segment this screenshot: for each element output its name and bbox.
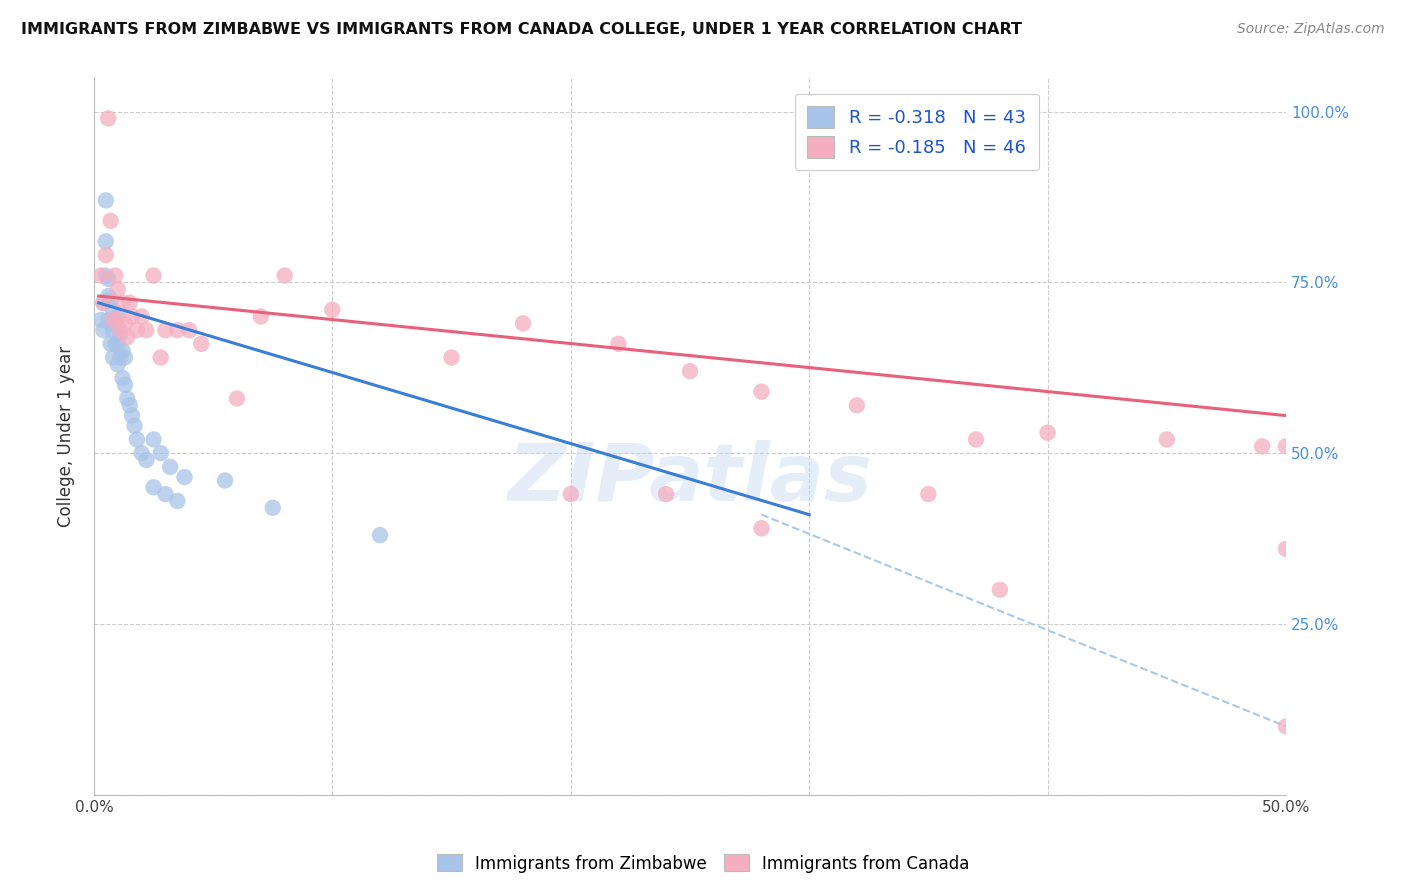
Point <box>1275 541 1298 556</box>
Point <box>107 336 129 351</box>
Point <box>118 398 141 412</box>
Point <box>114 377 136 392</box>
Point <box>104 268 127 283</box>
Point <box>107 313 129 327</box>
Point <box>97 289 120 303</box>
Point <box>512 317 534 331</box>
Point <box>125 433 148 447</box>
Point <box>104 336 127 351</box>
Point <box>440 351 463 365</box>
Point <box>131 310 153 324</box>
Point <box>179 323 201 337</box>
Point <box>142 268 165 283</box>
Point <box>107 282 129 296</box>
Point <box>118 296 141 310</box>
Point <box>321 302 343 317</box>
Point <box>149 351 172 365</box>
Point <box>166 323 188 337</box>
Text: IMMIGRANTS FROM ZIMBABWE VS IMMIGRANTS FROM CANADA COLLEGE, UNDER 1 YEAR CORRELA: IMMIGRANTS FROM ZIMBABWE VS IMMIGRANTS F… <box>21 22 1022 37</box>
Point <box>107 357 129 371</box>
Point <box>100 214 122 228</box>
Point <box>101 302 124 317</box>
Point <box>679 364 702 378</box>
Point <box>173 470 195 484</box>
Point <box>607 336 630 351</box>
Point <box>90 313 112 327</box>
Point <box>114 317 136 331</box>
Point <box>1275 439 1298 453</box>
Point <box>97 112 120 126</box>
Point <box>100 293 122 307</box>
Point <box>111 296 134 310</box>
Point <box>117 392 139 406</box>
Point <box>988 582 1011 597</box>
Point <box>560 487 582 501</box>
Point <box>655 487 678 501</box>
Point <box>142 433 165 447</box>
Point <box>135 323 157 337</box>
Point <box>93 296 115 310</box>
Point <box>124 418 146 433</box>
Text: ZIPatlas: ZIPatlas <box>508 440 873 518</box>
Point <box>107 310 129 324</box>
Legend: R = -0.318   N = 43, R = -0.185   N = 46: R = -0.318 N = 43, R = -0.185 N = 46 <box>794 94 1039 170</box>
Point <box>97 313 120 327</box>
Point <box>114 351 136 365</box>
Point <box>368 528 391 542</box>
Text: Source: ZipAtlas.com: Source: ZipAtlas.com <box>1237 22 1385 37</box>
Point <box>94 194 117 208</box>
Point <box>1251 439 1274 453</box>
Point <box>155 323 177 337</box>
Point <box>125 323 148 337</box>
Point <box>273 268 295 283</box>
Point <box>1156 433 1178 447</box>
Legend: Immigrants from Zimbabwe, Immigrants from Canada: Immigrants from Zimbabwe, Immigrants fro… <box>430 847 976 880</box>
Point <box>751 521 773 535</box>
Point <box>250 310 273 324</box>
Point <box>117 330 139 344</box>
Point <box>226 392 249 406</box>
Point <box>108 351 131 365</box>
Point <box>108 323 131 337</box>
Point <box>101 313 124 327</box>
Point <box>93 296 115 310</box>
Point <box>751 384 773 399</box>
Point <box>100 317 122 331</box>
Point <box>1275 719 1298 733</box>
Point <box>121 409 143 423</box>
Point <box>155 487 177 501</box>
Point <box>94 268 117 283</box>
Point <box>101 323 124 337</box>
Point <box>845 398 868 412</box>
Point <box>97 272 120 286</box>
Point <box>131 446 153 460</box>
Point <box>135 453 157 467</box>
Y-axis label: College, Under 1 year: College, Under 1 year <box>58 345 75 526</box>
Point <box>108 326 131 341</box>
Point <box>90 268 112 283</box>
Point <box>93 323 115 337</box>
Point <box>111 371 134 385</box>
Point <box>100 336 122 351</box>
Point <box>166 494 188 508</box>
Point <box>262 500 284 515</box>
Point <box>94 248 117 262</box>
Point <box>965 433 987 447</box>
Point <box>149 446 172 460</box>
Point <box>159 459 181 474</box>
Point <box>214 474 236 488</box>
Point <box>121 310 143 324</box>
Point <box>142 480 165 494</box>
Point <box>101 351 124 365</box>
Point <box>111 343 134 358</box>
Point <box>190 336 212 351</box>
Point <box>94 235 117 249</box>
Point <box>104 313 127 327</box>
Point <box>1036 425 1059 440</box>
Point <box>917 487 939 501</box>
